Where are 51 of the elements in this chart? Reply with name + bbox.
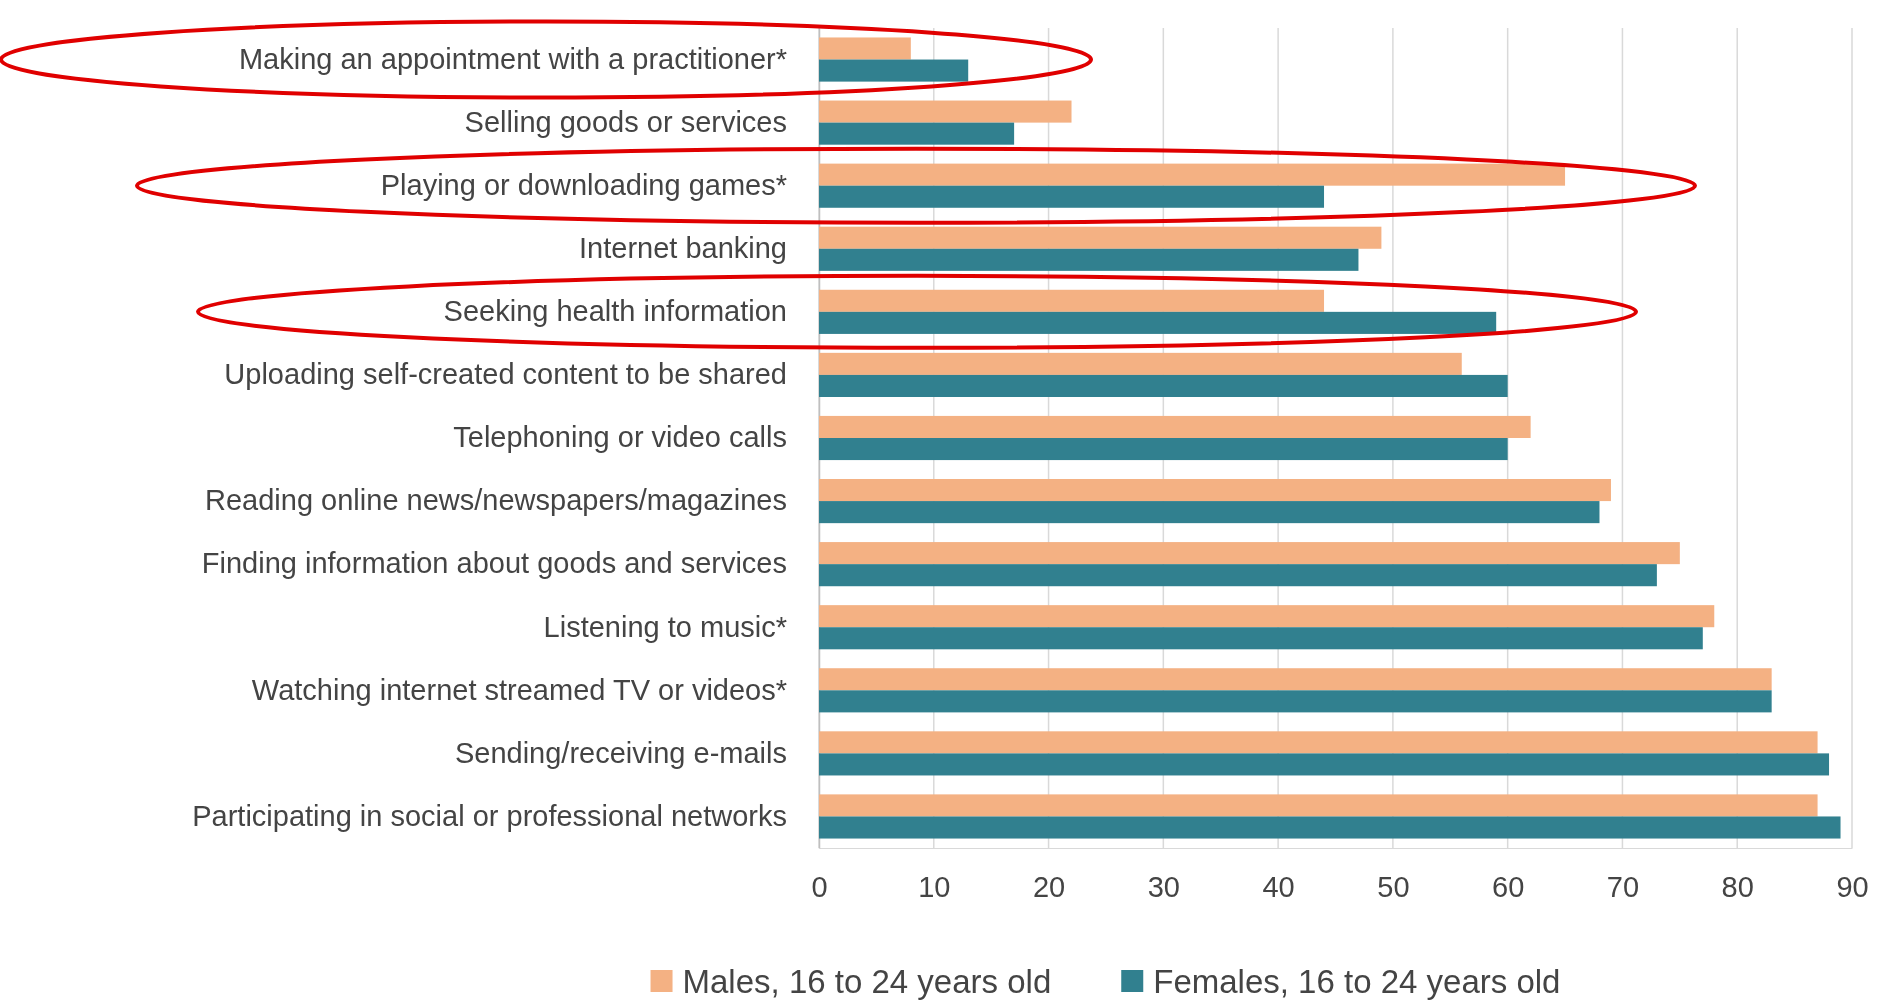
x-tick-label: 60 xyxy=(1492,870,1525,903)
bar xyxy=(819,438,1508,461)
bar xyxy=(819,289,1325,312)
x-tick-label: 30 xyxy=(1147,870,1180,903)
y-tick-label: Reading online news/newspapers/magazines xyxy=(205,484,787,517)
bar xyxy=(819,627,1703,650)
x-tick-label: 10 xyxy=(918,870,951,903)
bar xyxy=(819,542,1680,565)
y-tick-label: Playing or downloading games* xyxy=(380,168,787,201)
bar xyxy=(819,185,1325,208)
y-tick-label: Participating in social or professional networks xyxy=(192,799,787,832)
x-tick-label: 90 xyxy=(1836,870,1869,903)
y-tick-label: Making an appointment with a practitioner* xyxy=(238,42,787,75)
bar xyxy=(819,668,1772,691)
x-tick-label: 40 xyxy=(1262,870,1295,903)
bar xyxy=(819,248,1359,271)
bar xyxy=(819,731,1818,754)
y-tick-label: Telephoning or video calls xyxy=(453,421,787,454)
bar xyxy=(819,59,969,82)
legend-label: Males, 16 to 24 years old xyxy=(682,962,1052,1000)
bar xyxy=(819,753,1830,776)
bar xyxy=(819,100,1072,123)
bar xyxy=(819,479,1611,502)
bar xyxy=(819,564,1657,587)
y-tick-label: Uploading self-created content to be shared xyxy=(224,358,787,391)
bar xyxy=(819,794,1818,817)
bar xyxy=(819,311,1497,334)
y-tick-label: Watching internet streamed TV or videos* xyxy=(251,673,787,706)
x-tick-label: 80 xyxy=(1721,870,1754,903)
bar xyxy=(819,352,1462,375)
bar xyxy=(819,163,1566,186)
y-tick-label: Internet banking xyxy=(579,232,787,265)
y-tick-label: Sending/receiving e-mails xyxy=(454,736,787,769)
bar xyxy=(819,690,1772,713)
bar xyxy=(819,415,1531,438)
x-tick-label: 0 xyxy=(811,870,828,903)
y-tick-label: Listening to music* xyxy=(543,610,787,643)
bar xyxy=(819,226,1382,249)
legend-label: Females, 16 to 24 years old xyxy=(1153,962,1561,1000)
bar xyxy=(819,122,1015,145)
bar xyxy=(819,37,911,60)
x-tick-label: 70 xyxy=(1606,870,1640,903)
bar xyxy=(819,605,1715,628)
x-tick-label: 50 xyxy=(1377,870,1410,903)
x-tick-label: 20 xyxy=(1032,870,1066,903)
bar xyxy=(819,501,1600,524)
y-tick-label: Selling goods or services xyxy=(464,105,787,138)
y-tick-label: Finding information about goods and services xyxy=(201,547,787,580)
y-tick-label: Seeking health information xyxy=(443,295,787,328)
bar xyxy=(819,816,1841,839)
bar xyxy=(819,374,1508,397)
